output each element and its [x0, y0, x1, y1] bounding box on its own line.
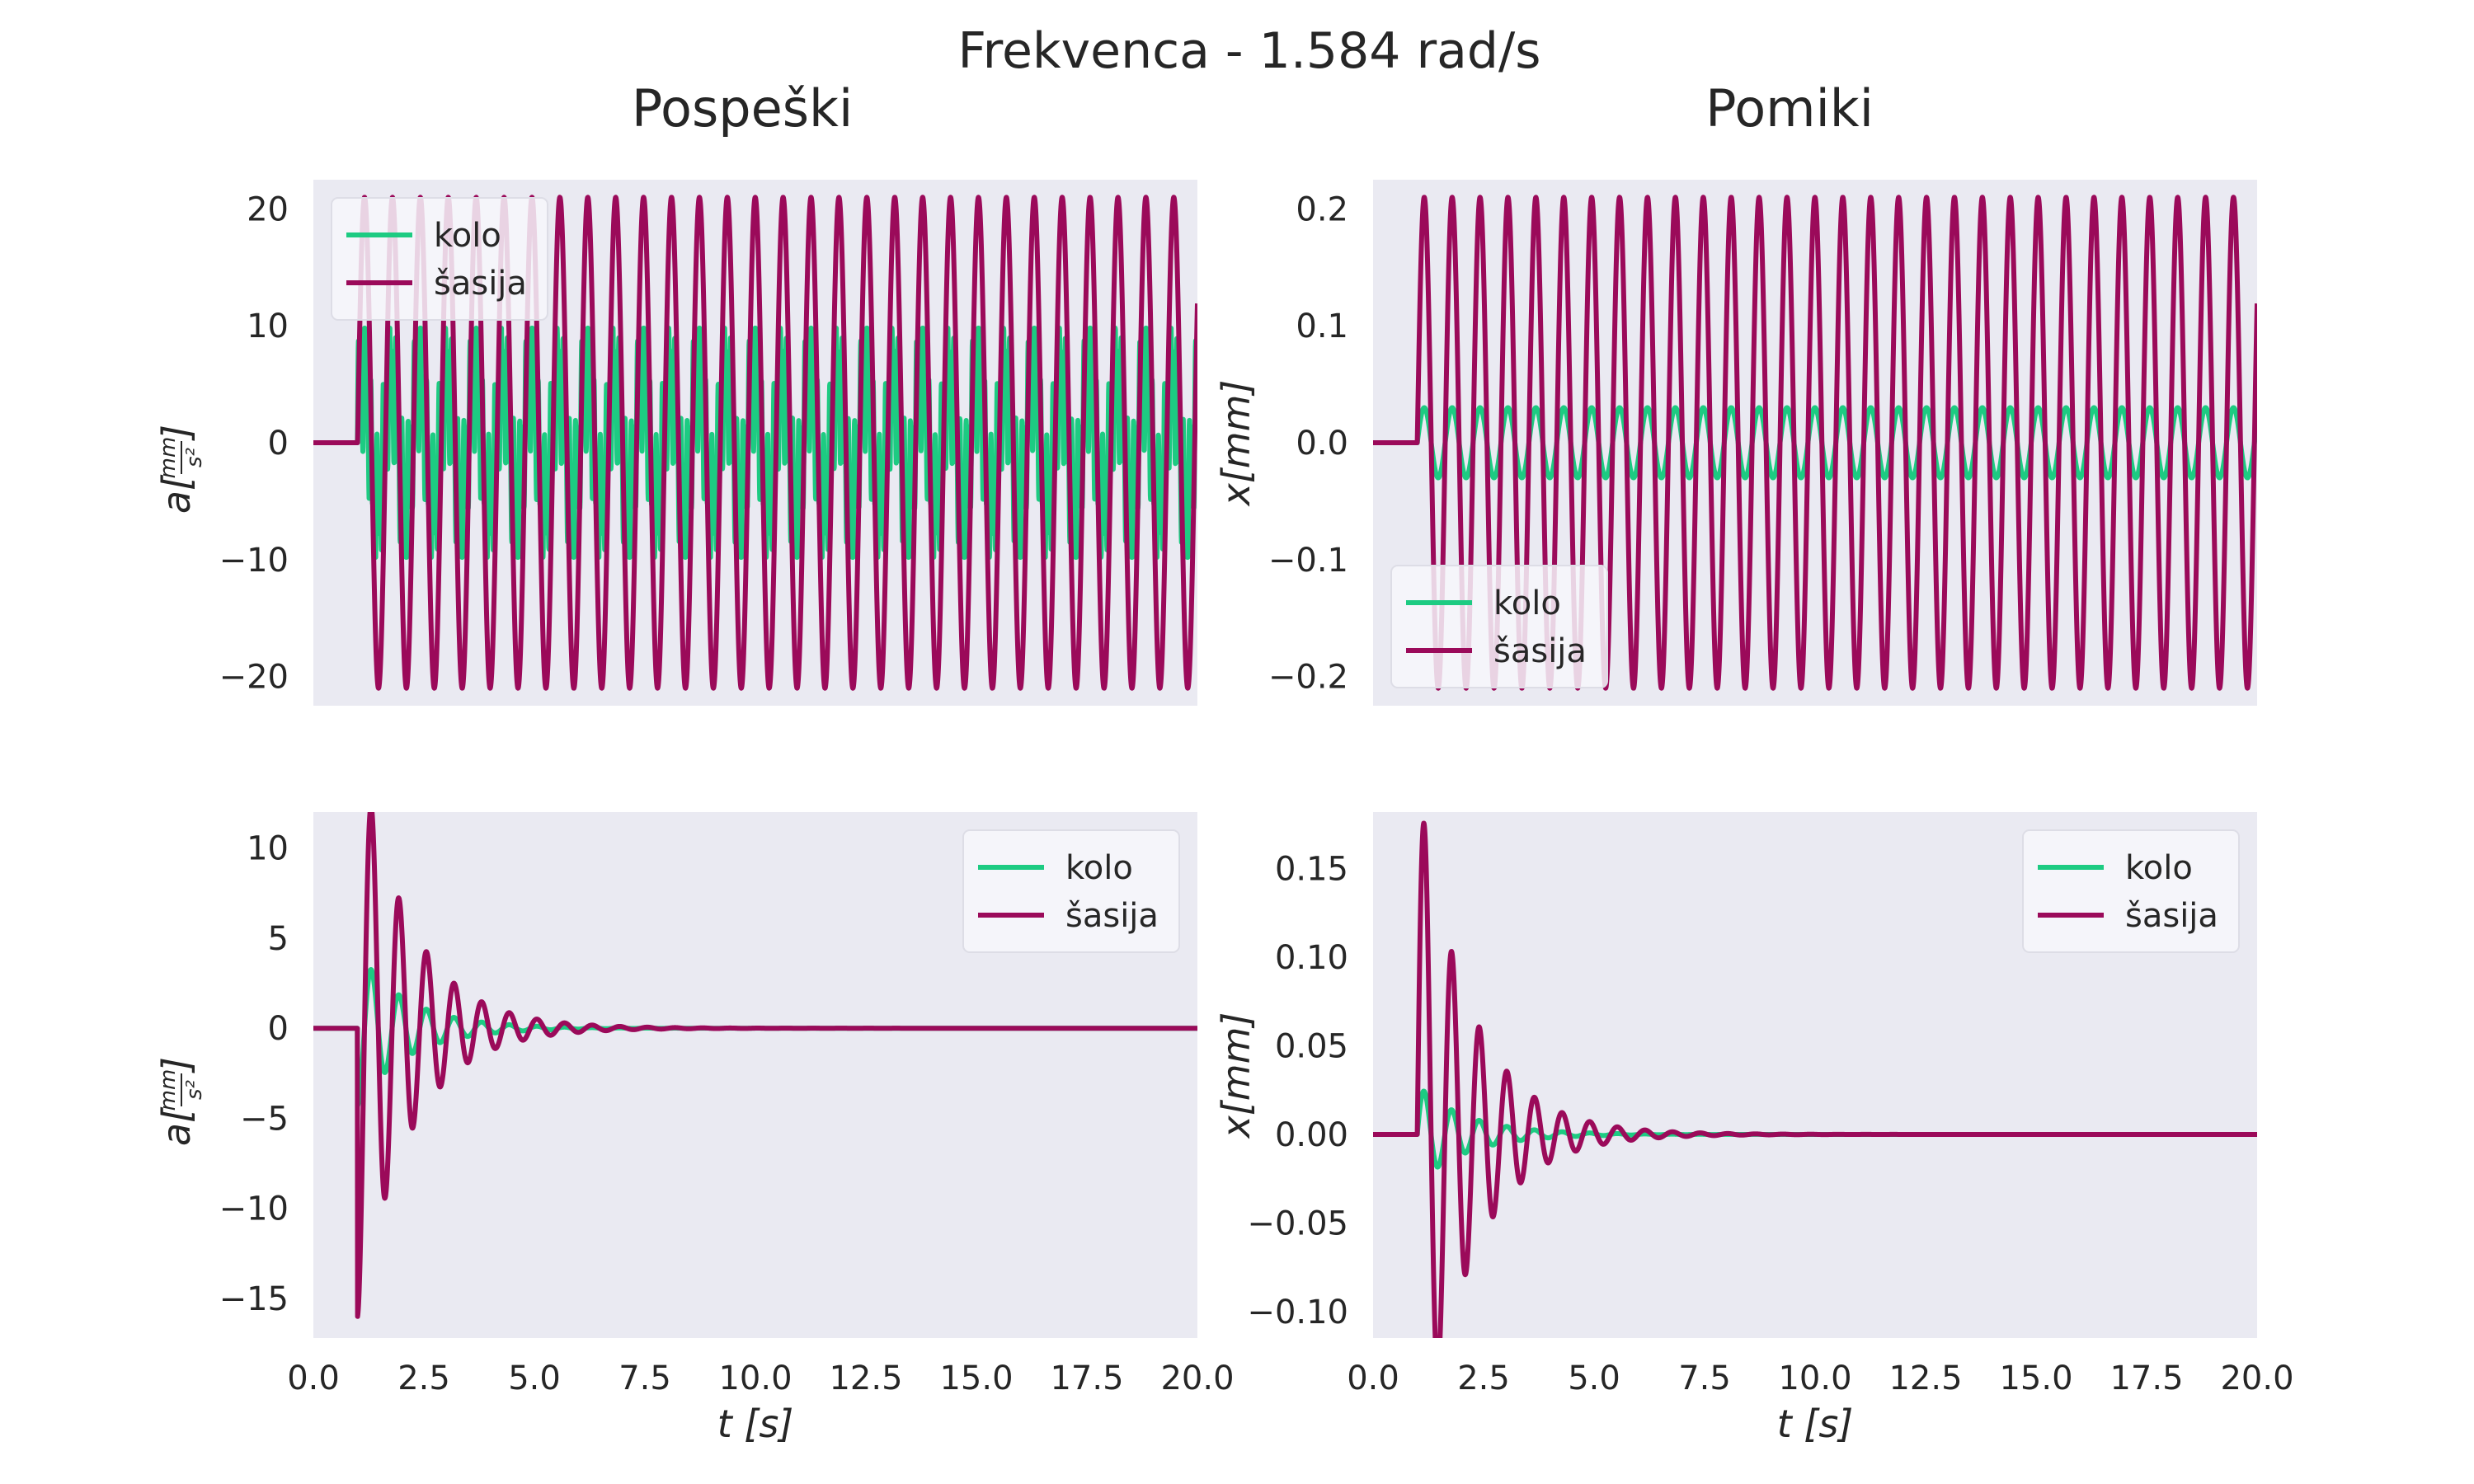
x-tick-label: 20.0	[2220, 1360, 2293, 1397]
y-tick-label: −0.05	[1247, 1205, 1348, 1242]
legend-box	[1390, 565, 1608, 688]
y-axis-label-den: s²	[182, 1080, 207, 1100]
legend-label-kolo: kolo	[1065, 849, 1133, 887]
legend-label-sasija: šasija	[434, 265, 527, 303]
y-tick-label: −15	[219, 1280, 289, 1318]
legend: kolo šasija	[962, 829, 1180, 953]
series-line-sasija	[313, 195, 1197, 691]
y-tick-label: −0.10	[1247, 1294, 1348, 1331]
y-axis-label: x[mm]	[1214, 1012, 1258, 1140]
series-line-kolo	[313, 326, 1197, 560]
column-title-pospeski: Pospeški	[632, 78, 853, 139]
y-axis-label-text: a[	[154, 1106, 199, 1146]
y-tick-label: 0.00	[1275, 1116, 1348, 1154]
y-tick-label: 0	[268, 1010, 289, 1048]
y-tick-label: 0.05	[1275, 1028, 1348, 1066]
x-tick-label: 20.0	[1160, 1360, 1234, 1397]
legend: kolo šasija	[1390, 565, 1608, 688]
panel-displacements-top: −0.2 −0.1 0.0 0.1 0.2 x[mm] kolo šasija	[1214, 180, 2257, 706]
y-tick-label: 5	[268, 920, 289, 958]
legend-box	[331, 197, 548, 321]
y-tick-label: 10	[247, 830, 289, 868]
y-axis-label-den: s²	[182, 448, 207, 467]
panel-accelerations-bottom: −15 −10 −5 0 5 10 0.0 2.5 5.0 7.5 10.0 12.5 15.0 17.5…	[154, 812, 1235, 1446]
x-tick-label: 2.5	[397, 1360, 450, 1397]
series-group	[313, 812, 1197, 1319]
y-tick-label: −5	[240, 1100, 289, 1138]
y-axis-label-num: mm	[156, 1069, 181, 1111]
legend-label-sasija: šasija	[1493, 632, 1587, 670]
y-tick-label: −20	[219, 659, 289, 697]
panel-displacements-bottom: −0.10 −0.05 0.00 0.05 0.10 0.15 0.0 2.5 5.0 7.5 10…	[1214, 812, 2294, 1446]
series-group	[1373, 820, 2257, 1338]
y-axis-label: x[mm]	[1214, 380, 1258, 508]
y-tick-label: −10	[219, 1190, 289, 1228]
column-title-pomiki: Pomiki	[1705, 78, 1874, 139]
series-line-sasija	[313, 812, 1197, 1319]
legend-label-sasija: šasija	[2125, 897, 2218, 935]
series-line-sasija	[1373, 820, 2257, 1338]
legend-label-kolo: kolo	[2125, 849, 2193, 887]
y-tick-label: 0.15	[1275, 851, 1348, 889]
y-tick-label: 0.0	[1296, 425, 1348, 463]
series-group	[313, 195, 1197, 691]
series-line-kolo	[1373, 405, 2257, 481]
y-tick-label: 0.2	[1296, 190, 1348, 228]
x-tick-label: 7.5	[1678, 1360, 1731, 1397]
x-tick-label: 0.0	[1347, 1360, 1399, 1397]
x-tick-label: 17.5	[1050, 1360, 1123, 1397]
x-tick-label: 10.0	[718, 1360, 792, 1397]
x-tick-label: 15.0	[939, 1360, 1013, 1397]
y-tick-label: 0.10	[1275, 939, 1348, 977]
figure-suptitle: Frekvenca - 1.584 rad/s	[958, 22, 1541, 80]
x-axis-label: t [s]	[1777, 1402, 1854, 1446]
x-tick-label: 0.0	[287, 1360, 340, 1397]
y-axis-label-end: ]	[154, 425, 199, 441]
y-tick-label: 10	[247, 308, 289, 345]
y-axis-label: a[mm s²]	[154, 425, 207, 514]
y-axis-label-text: x[mm]	[1214, 1012, 1258, 1140]
y-tick-label: 0	[268, 425, 289, 463]
y-tick-label: −0.1	[1268, 542, 1348, 580]
legend-label-kolo: kolo	[434, 217, 501, 255]
y-tick-label: −10	[219, 542, 289, 580]
x-tick-label: 10.0	[1778, 1360, 1851, 1397]
x-axis-label: t [s]	[717, 1402, 794, 1446]
legend-label-sasija: šasija	[1065, 897, 1159, 935]
x-tick-label: 12.5	[829, 1360, 902, 1397]
y-axis-label-text: x[mm]	[1214, 380, 1258, 508]
y-axis-label-end: ]	[154, 1057, 199, 1073]
legend-label-kolo: kolo	[1493, 585, 1561, 622]
legend-box	[2022, 829, 2240, 953]
x-tick-label: 12.5	[1888, 1360, 1962, 1397]
x-tick-label: 17.5	[2109, 1360, 2183, 1397]
x-tick-label: 15.0	[1999, 1360, 2072, 1397]
x-tick-label: 5.0	[508, 1360, 561, 1397]
y-tick-label: −0.2	[1268, 659, 1348, 697]
panel-accelerations-top: −20 −10 0 10 20 a[mm s²] kolo šasija	[154, 180, 1197, 706]
x-tick-label: 7.5	[618, 1360, 671, 1397]
x-tick-label: 5.0	[1568, 1360, 1620, 1397]
y-tick-label: 20	[247, 190, 289, 228]
legend: kolo šasija	[331, 197, 548, 321]
y-axis-label-text: a[	[154, 474, 199, 514]
legend-box	[962, 829, 1180, 953]
y-axis-label-num: mm	[156, 437, 181, 479]
legend: kolo šasija	[2022, 829, 2240, 953]
x-tick-label: 2.5	[1457, 1360, 1510, 1397]
y-tick-label: 0.1	[1296, 308, 1348, 345]
y-axis-label: a[mm s²]	[154, 1057, 207, 1146]
